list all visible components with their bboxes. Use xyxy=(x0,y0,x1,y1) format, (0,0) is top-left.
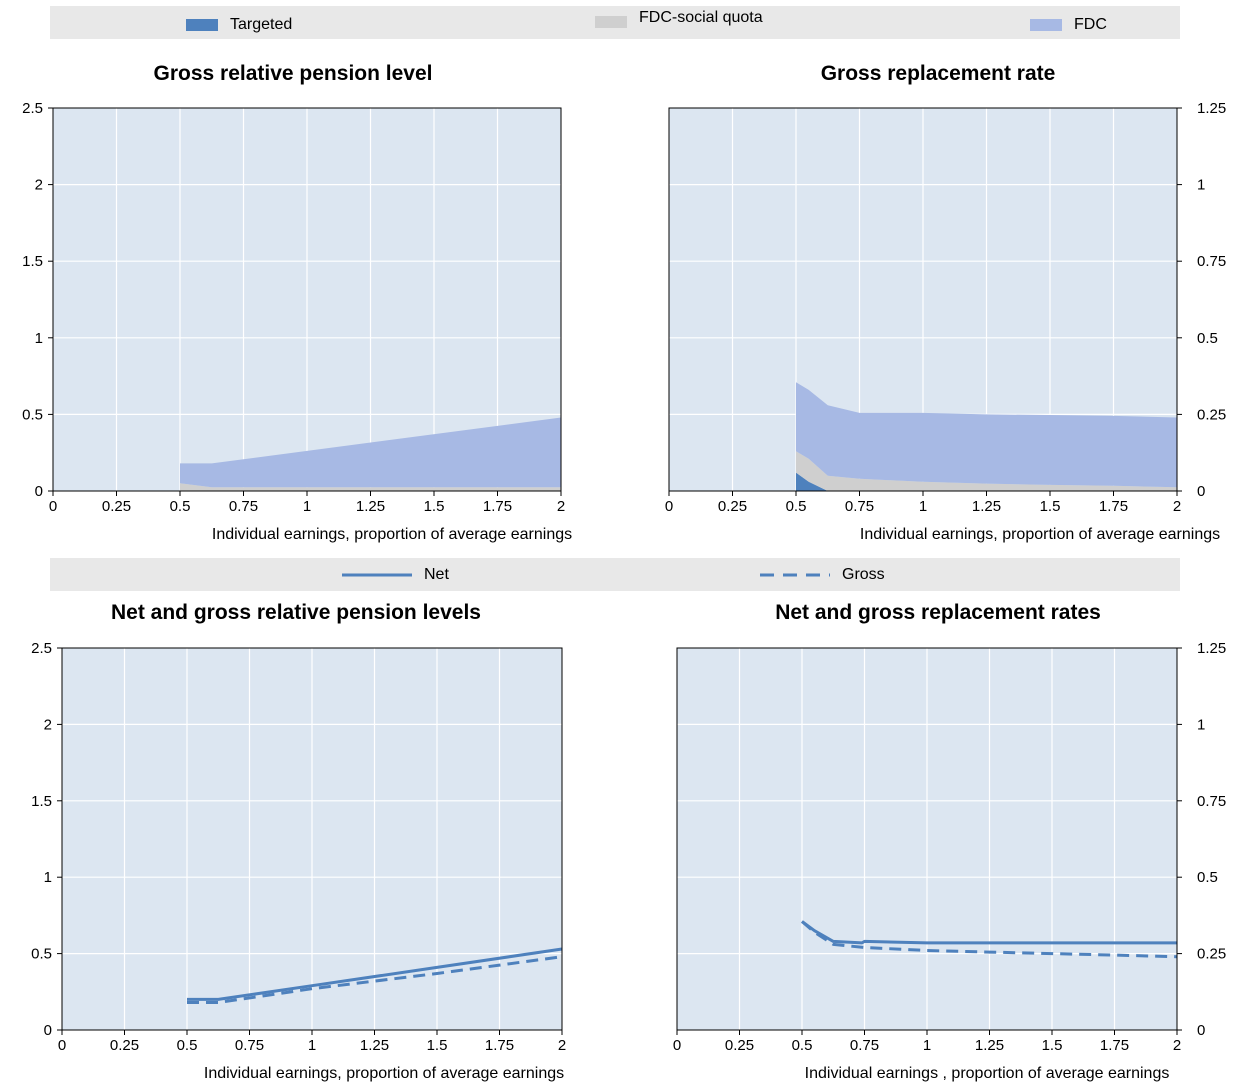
x-tick-label: 2 xyxy=(557,498,565,515)
y-tick-label: 0.25 xyxy=(1197,406,1226,423)
y-tick-label: 1.25 xyxy=(1197,640,1226,657)
x-tick-label: 2 xyxy=(1173,498,1181,515)
x-tick-label: 0.75 xyxy=(850,1037,879,1054)
x-tick-label: 1.25 xyxy=(356,498,385,515)
legend-item-fdc: FDC xyxy=(1030,16,1107,34)
y-tick-label: 0 xyxy=(35,483,43,500)
legend-label-net: Net xyxy=(424,566,449,583)
legend-line-net xyxy=(342,573,412,577)
y-tick-label: 0.5 xyxy=(1197,869,1218,886)
x-tick-label: 2 xyxy=(558,1037,566,1054)
x-tick-label: 0.75 xyxy=(229,498,258,515)
chart-4: 0 0.25 0.5 0.75 1 1.25 1.5 1.75 200.250.50.7511.… xyxy=(673,601,1226,1082)
chart-title: Gross replacement rate xyxy=(821,62,1056,85)
legend-top: Targeted FDC-social quota FDC xyxy=(50,6,1180,39)
y-tick-label: 2 xyxy=(44,716,52,733)
x-tick-label: 1 xyxy=(303,498,311,515)
legend-swatch-targeted xyxy=(186,19,218,31)
x-tick-label: 0.5 xyxy=(170,498,191,515)
x-tick-label: 0.75 xyxy=(235,1037,264,1054)
chart-3: 0 0.25 0.5 0.75 1 1.25 1.5 1.75 2 0 0.5 1 1.5 2 2.5 Net… xyxy=(31,601,566,1082)
x-tick-label: 1.25 xyxy=(972,498,1001,515)
x-tick-label: 1.5 xyxy=(1042,1037,1063,1054)
y-tick-label: 0.75 xyxy=(1197,253,1226,270)
x-tick-label: 0.25 xyxy=(725,1037,754,1054)
legend-item-gross: Gross xyxy=(760,566,885,584)
x-tick-label: 0.5 xyxy=(177,1037,198,1054)
x-axis-label: Individual earnings , proportion of aver… xyxy=(805,1065,1170,1082)
x-tick-label: 1.25 xyxy=(360,1037,389,1054)
legend-item-targeted: Targeted xyxy=(186,16,292,34)
legend-label-gross: Gross xyxy=(842,566,885,583)
legend-bottom: Net Gross xyxy=(50,558,1180,591)
y-tick-label: 0.75 xyxy=(1197,793,1226,810)
x-tick-label: 1 xyxy=(923,1037,931,1054)
y-tick-label: 1.25 xyxy=(1197,100,1226,117)
series-line-gross xyxy=(187,955,563,1004)
x-axis-label: Individual earnings, proportion of avera… xyxy=(212,526,572,543)
y-tick-label: 1 xyxy=(35,330,43,347)
x-tick-label: 1.75 xyxy=(1100,1037,1129,1054)
chart-1: 0 0.25 0.5 0.75 1 1.25 1.5 1.75 2 0 0.5 1 1.5 2 2.5 Gro… xyxy=(22,62,572,543)
x-tick-label: 0.5 xyxy=(792,1037,813,1054)
legend-label-targeted: Targeted xyxy=(230,16,293,33)
chart-2: 0 0.25 0.5 0.75 1 1.25 1.5 1.75 200.250.50.7511.… xyxy=(665,62,1226,543)
y-tick-label: 1 xyxy=(1197,716,1205,733)
y-tick-label: 1.5 xyxy=(31,793,52,810)
y-tick-label: 2.5 xyxy=(31,640,52,657)
area-fdc xyxy=(180,417,561,488)
legend-label-fdc: FDC xyxy=(1074,16,1107,33)
x-tick-label: 0.5 xyxy=(786,498,807,515)
chart-title: Net and gross relative pension levels xyxy=(111,601,481,624)
x-tick-label: 0 xyxy=(665,498,673,515)
x-tick-label: 0.25 xyxy=(110,1037,139,1054)
y-tick-label: 0.5 xyxy=(31,946,52,963)
x-tick-label: 0 xyxy=(673,1037,681,1054)
x-tick-label: 0.25 xyxy=(718,498,747,515)
x-tick-label: 1.25 xyxy=(975,1037,1004,1054)
area-fdc-social-quota xyxy=(180,483,561,491)
x-tick-label: 1.75 xyxy=(485,1037,514,1054)
legend-line-gross xyxy=(760,573,830,577)
x-axis-label: Individual earnings, proportion of avera… xyxy=(204,1065,564,1082)
area-fdc xyxy=(796,382,1177,488)
legend-item-net: Net xyxy=(342,566,449,584)
x-tick-label: 1.75 xyxy=(1099,498,1128,515)
y-tick-label: 1 xyxy=(1197,177,1205,194)
x-tick-label: 0 xyxy=(49,498,57,515)
area-fdc-social-quota xyxy=(796,451,1177,491)
x-tick-label: 1.5 xyxy=(1040,498,1061,515)
legend-swatch-fdc xyxy=(1030,19,1062,31)
chart-title: Gross relative pension level xyxy=(154,62,433,85)
y-tick-label: 1 xyxy=(44,869,52,886)
x-tick-label: 1.5 xyxy=(424,498,445,515)
series-line-gross xyxy=(801,920,1178,959)
x-tick-label: 1.5 xyxy=(427,1037,448,1054)
x-tick-label: 2 xyxy=(1173,1037,1181,1054)
y-tick-label: 0.5 xyxy=(1197,330,1218,347)
x-tick-label: 1.75 xyxy=(483,498,512,515)
y-tick-label: 0 xyxy=(1197,1022,1205,1039)
y-tick-label: 1.5 xyxy=(22,253,43,270)
x-tick-label: 0.25 xyxy=(102,498,131,515)
y-tick-label: 2.5 xyxy=(22,100,43,117)
series-line-net xyxy=(187,947,563,1001)
y-tick-label: 0.5 xyxy=(22,406,43,423)
chart-title: Net and gross replacement rates xyxy=(775,601,1101,624)
x-axis-label: Individual earnings, proportion of avera… xyxy=(860,526,1220,543)
y-tick-label: 2 xyxy=(35,177,43,194)
y-tick-label: 0.25 xyxy=(1197,946,1226,963)
legend-swatch-fdc-social-quota xyxy=(595,16,627,28)
x-tick-label: 0 xyxy=(58,1037,66,1054)
x-tick-label: 1 xyxy=(919,498,927,515)
legend-label-fdc-social-quota: FDC-social quota xyxy=(639,9,763,26)
x-tick-label: 1 xyxy=(308,1037,316,1054)
legend-item-fdc-social-quota: FDC-social quota xyxy=(595,8,763,28)
y-tick-label: 0 xyxy=(44,1022,52,1039)
y-tick-label: 0 xyxy=(1197,483,1205,500)
x-tick-label: 0.75 xyxy=(845,498,874,515)
